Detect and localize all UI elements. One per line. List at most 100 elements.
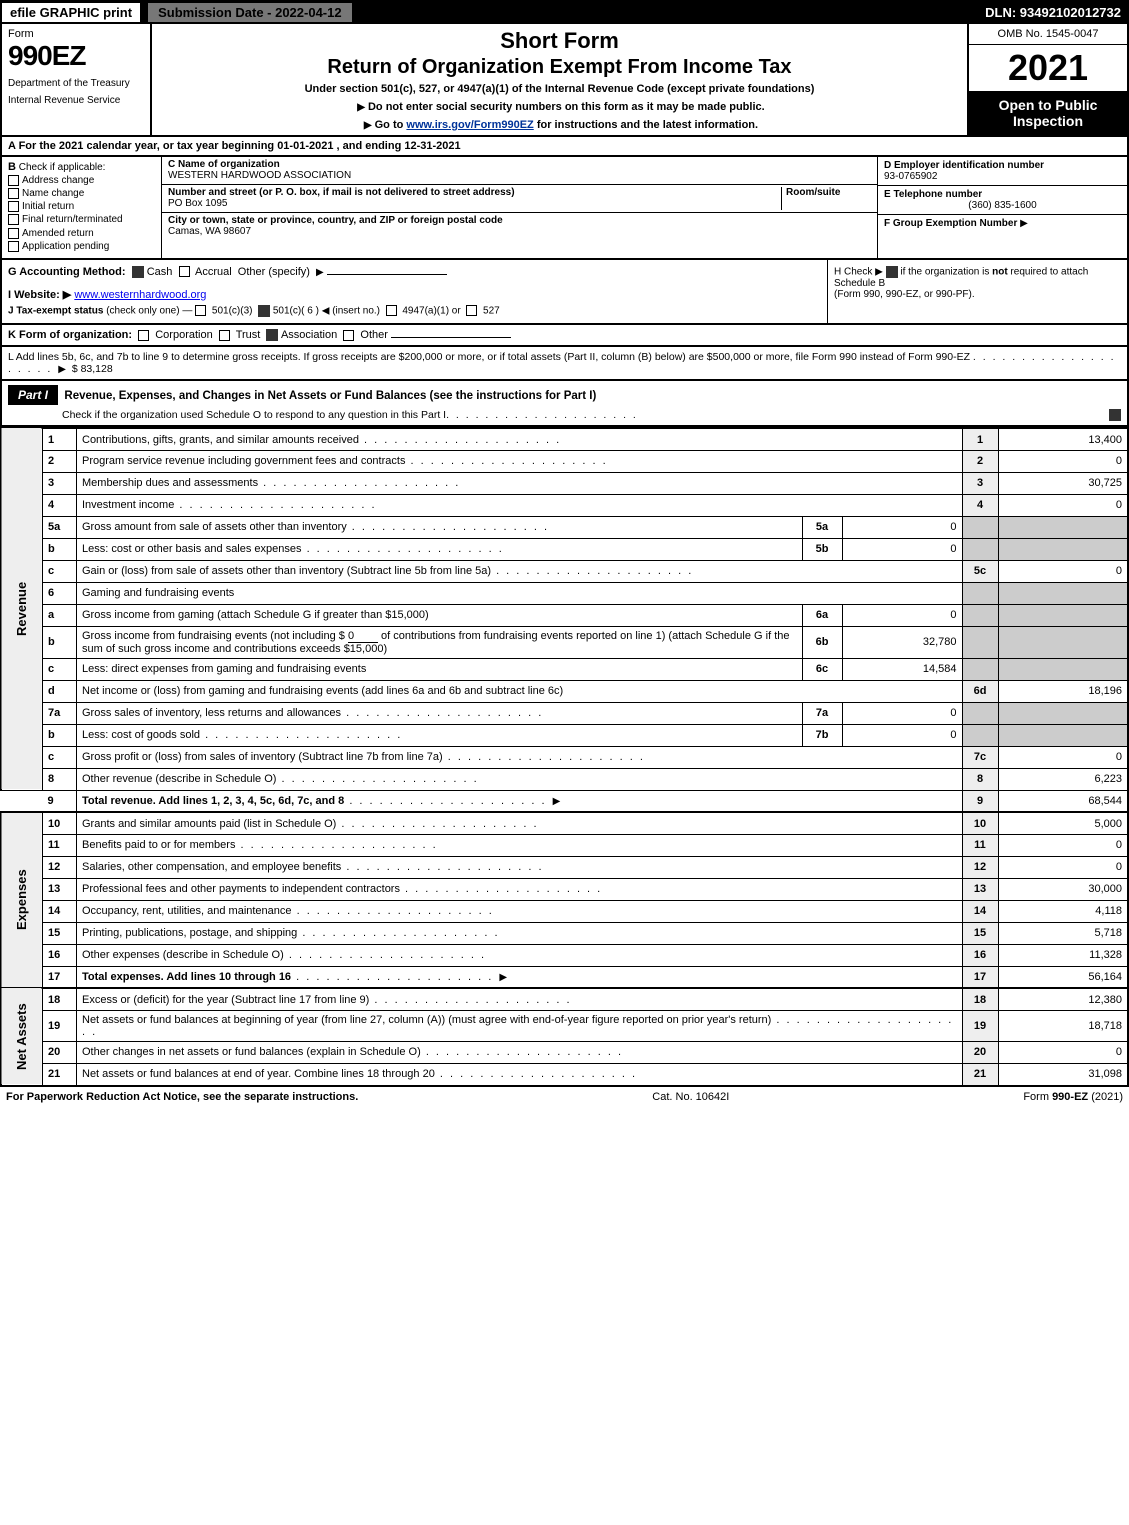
part-i-header: Part I Revenue, Expenses, and Changes in… [0, 381, 1129, 427]
section-b: B Check if applicable: Address change Na… [2, 157, 162, 258]
line-19-box: 19 [962, 1010, 998, 1041]
irs-label: Internal Revenue Service [8, 95, 144, 106]
chk-name-change[interactable]: Name change [8, 188, 155, 199]
chk-final-return[interactable]: Final return/terminated [8, 214, 155, 225]
line-7a-subbox: 7a [802, 702, 842, 724]
chk-501c3[interactable] [195, 305, 206, 316]
chk-address-change[interactable]: Address change [8, 175, 155, 186]
f-arrow: ▶ [1020, 218, 1028, 229]
line-18-box: 18 [962, 988, 998, 1010]
line-13-val: 30,000 [998, 878, 1128, 900]
i-website-link[interactable]: www.westernhardwood.org [74, 289, 206, 301]
d-ein-value: 93-0765902 [884, 171, 1121, 182]
line-2-box: 2 [962, 450, 998, 472]
line-4-desc: Investment income [82, 499, 174, 511]
g-other: Other (specify) [238, 266, 310, 278]
line-1-desc: Contributions, gifts, grants, and simila… [82, 434, 359, 446]
line-5b-desc: Less: cost or other basis and sales expe… [82, 543, 302, 555]
line-6c-num: c [43, 658, 77, 680]
line-7c-desc: Gross profit or (loss) from sales of inv… [82, 751, 443, 763]
line-7a-num: 7a [43, 702, 77, 724]
line-15-box: 15 [962, 922, 998, 944]
part-i-sub: Check if the organization used Schedule … [62, 409, 446, 421]
line-6d-box: 6d [962, 680, 998, 702]
line-6b-greybox [962, 626, 998, 658]
lines-table: Revenue 1 Contributions, gifts, grants, … [0, 427, 1129, 1086]
line-5b-num: b [43, 538, 77, 560]
chk-cash-filled [132, 266, 144, 278]
h-text4: (Form 990, 990-EZ, or 990-PF). [834, 289, 975, 300]
line-1-num: 1 [43, 428, 77, 450]
chk-other[interactable] [343, 330, 354, 341]
line-6c-greybox [962, 658, 998, 680]
title-return: Return of Organization Exempt From Incom… [160, 56, 959, 79]
chk-final-return-label: Final return/terminated [22, 215, 123, 226]
chk-initial-return-label: Initial return [22, 201, 74, 212]
chk-527[interactable] [466, 305, 477, 316]
chk-4947[interactable] [386, 305, 397, 316]
j-527: 527 [483, 306, 500, 317]
line-17-desc: Total expenses. Add lines 10 through 16 [82, 971, 291, 983]
chk-trust[interactable] [219, 330, 230, 341]
line-18-desc: Excess or (deficit) for the year (Subtra… [82, 994, 369, 1006]
g-other-input[interactable] [327, 274, 447, 275]
line-6a-desc: Gross income from gaming (attach Schedul… [82, 609, 429, 621]
line-7c-val: 0 [998, 746, 1128, 768]
line-1-val: 13,400 [998, 428, 1128, 450]
line-6b-num: b [43, 626, 77, 658]
tax-year: 2021 [969, 45, 1127, 91]
k-other: Other [360, 329, 388, 341]
line-1-box: 1 [962, 428, 998, 450]
line-5b-greybox [962, 538, 998, 560]
top-bar: efile GRAPHIC print Submission Date - 20… [0, 0, 1129, 24]
line-6b-desc1: Gross income from fundraising events (no… [82, 630, 345, 642]
irs-link[interactable]: www.irs.gov/Form990EZ [406, 119, 533, 131]
k-other-input[interactable] [391, 337, 511, 338]
dept-treasury: Department of the Treasury [8, 78, 144, 89]
line-7b-subval: 0 [842, 724, 962, 746]
chk-amended-return-label: Amended return [22, 228, 94, 239]
efile-print-label: efile GRAPHIC print [0, 1, 142, 24]
chk-initial-return[interactable]: Initial return [8, 201, 155, 212]
line-19-num: 19 [43, 1010, 77, 1041]
line-21-val: 31,098 [998, 1063, 1128, 1085]
line-6c-subval: 14,584 [842, 658, 962, 680]
line-18-val: 12,380 [998, 988, 1128, 1010]
line-6b-fill: 0 [348, 630, 378, 643]
line-16-num: 16 [43, 944, 77, 966]
line-14-box: 14 [962, 900, 998, 922]
j-501c3: 501(c)(3) [212, 306, 253, 317]
footer-right-bold: 990-EZ [1052, 1091, 1088, 1103]
chk-accrual[interactable] [179, 266, 190, 277]
line-6b-subval: 32,780 [842, 626, 962, 658]
e-phone-value: (360) 835-1600 [884, 200, 1121, 211]
line-19-val: 18,718 [998, 1010, 1128, 1041]
j-4947: 4947(a)(1) or [402, 306, 460, 317]
ssn-warning: Do not enter social security numbers on … [160, 101, 959, 113]
sidebar-net-assets: Net Assets [1, 988, 43, 1085]
sidebar-blank [1, 790, 43, 812]
goto-instructions: Go to www.irs.gov/Form990EZ for instruct… [160, 119, 959, 131]
k-corp: Corporation [155, 329, 212, 341]
line-2-val: 0 [998, 450, 1128, 472]
chk-application-pending[interactable]: Application pending [8, 241, 155, 252]
line-5b-subbox: 5b [802, 538, 842, 560]
line-7b-num: b [43, 724, 77, 746]
line-13-num: 13 [43, 878, 77, 900]
line-5c-num: c [43, 560, 77, 582]
line-7b-desc: Less: cost of goods sold [82, 729, 200, 741]
chk-application-pending-label: Application pending [22, 241, 109, 252]
c-city-label: City or town, state or province, country… [168, 215, 871, 226]
line-5c-box: 5c [962, 560, 998, 582]
chk-amended-return[interactable]: Amended return [8, 228, 155, 239]
line-6d-num: d [43, 680, 77, 702]
line-7b-greybox [962, 724, 998, 746]
h-text2: if the organization is [900, 266, 992, 277]
section-c: C Name of organization WESTERN HARDWOOD … [162, 157, 877, 258]
dln-number: DLN: 93492102012732 [977, 3, 1129, 22]
line-20-val: 0 [998, 1041, 1128, 1063]
line-10-box: 10 [962, 812, 998, 834]
ssn-warning-text: Do not enter social security numbers on … [368, 101, 765, 113]
line-2-desc: Program service revenue including govern… [82, 455, 405, 467]
chk-corp[interactable] [138, 330, 149, 341]
